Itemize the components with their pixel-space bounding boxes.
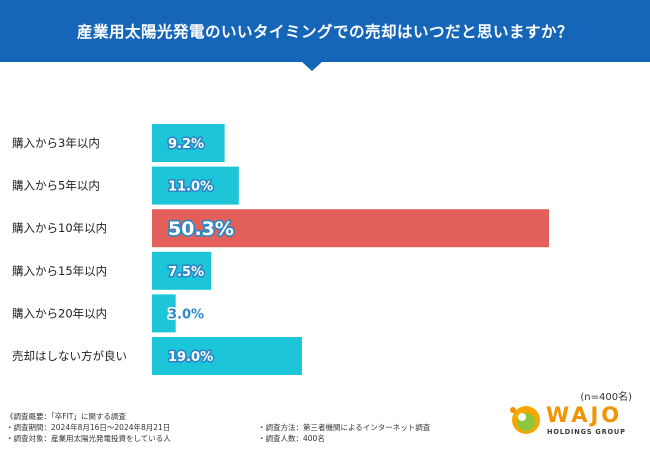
company-logo: WAJO HOLDINGS GROUP — [506, 400, 636, 442]
survey-count: ・調査人数：400名 — [258, 434, 325, 443]
bar-chart: 購入から3年以内 9.2% 購入から5年以内 11.0% 購入から10年以内 50.3% 購… — [12, 124, 549, 375]
value-label: 7.5% — [168, 265, 204, 280]
category-label: 購入から5年以内 — [12, 179, 100, 193]
value-label: 50.3% — [168, 218, 234, 240]
bar — [152, 209, 549, 248]
logo-subtitle: HOLDINGS GROUP — [547, 428, 626, 436]
survey-notes-right: ・調査方法：第三者機関によるインターネット調査 ・調査人数：400名 — [258, 422, 430, 444]
category-label: 購入から3年以内 — [12, 136, 100, 150]
chart-title: 産業用太陽光発電のいいタイミングでの売却はいつだと思いますか？ — [76, 23, 573, 41]
survey-method: ・調査方法：第三者機関によるインターネット調査 — [258, 423, 431, 432]
logo-mark-icon — [510, 406, 540, 434]
bar — [152, 337, 302, 375]
bar — [152, 124, 225, 162]
value-label: 3.0% — [168, 307, 204, 322]
logo-wordmark: WAJO — [546, 403, 623, 427]
bar — [152, 294, 176, 333]
category-label: 売却はしない方が良い — [12, 349, 127, 363]
survey-notes-left: 《調査概要：「卒FIT」に関する調査 ・調査期間：2024年8月16日～2024… — [6, 411, 171, 444]
sample-size: (n=400名) — [580, 392, 632, 403]
value-label: 11.0% — [168, 180, 213, 195]
chart-title-banner: 産業用太陽光発電のいいタイミングでの売却はいつだと思いますか？ — [0, 0, 650, 62]
value-label: 19.0% — [168, 350, 213, 365]
survey-period: ・調査期間：2024年8月16日～2024年8月21日 — [6, 423, 171, 432]
bar — [152, 251, 212, 290]
category-label: 購入から15年以内 — [12, 264, 107, 278]
category-label: 購入から20年以内 — [12, 306, 107, 320]
category-label: 購入から10年以内 — [12, 221, 107, 235]
value-label: 9.2% — [168, 137, 204, 152]
survey-target: ・調査対象：産業用太陽光発電投資をしている人 — [6, 434, 171, 443]
survey-overview: 《調査概要：「卒FIT」に関する調査 — [6, 412, 126, 421]
banner-pointer — [301, 61, 323, 71]
bar — [152, 166, 239, 205]
